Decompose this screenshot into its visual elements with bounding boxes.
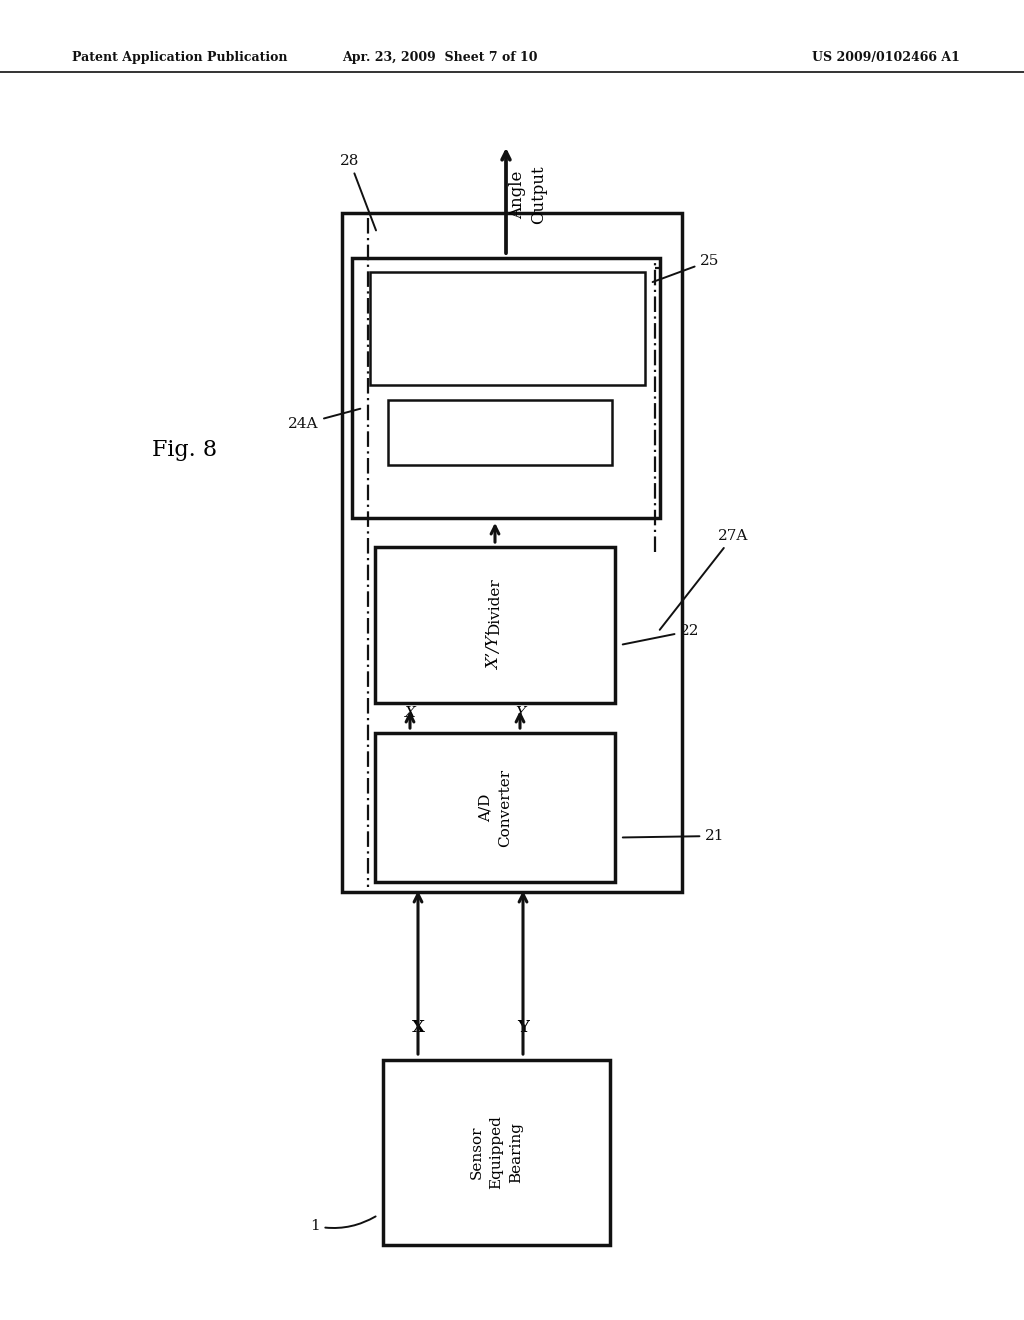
Text: Angle
Output: Angle Output xyxy=(509,166,547,224)
Text: Y: Y xyxy=(517,1019,529,1035)
Bar xyxy=(370,272,645,385)
Bar xyxy=(388,400,612,465)
Bar xyxy=(352,257,660,517)
Text: 24A: 24A xyxy=(288,409,360,432)
Text: X: X xyxy=(404,706,416,719)
Text: Fig. 8: Fig. 8 xyxy=(153,440,217,461)
Text: A/D
Converter: A/D Converter xyxy=(478,768,512,846)
Text: 22: 22 xyxy=(623,624,699,644)
Text: 27A: 27A xyxy=(659,529,749,630)
Bar xyxy=(383,1060,610,1245)
Text: 21: 21 xyxy=(623,829,725,843)
Text: X’/Y’: X’/Y’ xyxy=(486,631,504,669)
Text: 28: 28 xyxy=(340,154,376,231)
Bar xyxy=(342,213,682,892)
Bar xyxy=(375,733,615,882)
Text: Divider: Divider xyxy=(488,578,502,635)
Text: Y: Y xyxy=(515,706,525,719)
Text: Sensor
Equipped
Bearing: Sensor Equipped Bearing xyxy=(470,1115,523,1189)
Text: US 2009/0102466 A1: US 2009/0102466 A1 xyxy=(812,50,961,63)
Text: 25: 25 xyxy=(652,253,720,282)
Text: 1: 1 xyxy=(310,1217,376,1233)
Text: X: X xyxy=(412,1019,425,1035)
Text: Apr. 23, 2009  Sheet 7 of 10: Apr. 23, 2009 Sheet 7 of 10 xyxy=(342,50,538,63)
Text: Patent Application Publication: Patent Application Publication xyxy=(72,50,288,63)
Bar xyxy=(375,546,615,704)
